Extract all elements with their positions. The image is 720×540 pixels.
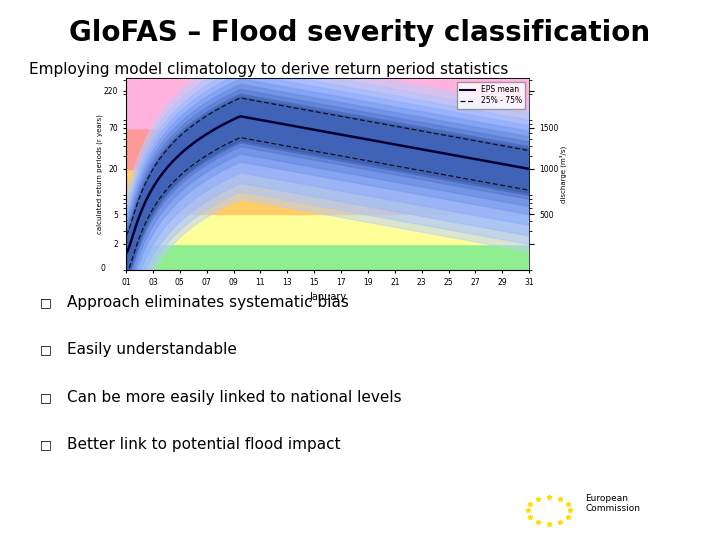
Text: Can be more easily linked to national levels: Can be more easily linked to national le… <box>67 390 402 405</box>
Bar <box>126 244 529 270</box>
Text: 0: 0 <box>101 264 106 273</box>
Y-axis label: calculated return periods (r years): calculated return periods (r years) <box>96 114 102 234</box>
X-axis label: January: January <box>309 292 346 302</box>
Text: European
Commission: European Commission <box>585 494 640 513</box>
Text: Better link to potential flood impact: Better link to potential flood impact <box>67 437 341 453</box>
Text: Easily understandable: Easily understandable <box>67 342 237 357</box>
Text: □: □ <box>40 296 51 309</box>
Bar <box>126 78 529 128</box>
Bar <box>126 80 529 128</box>
Bar <box>126 169 529 214</box>
Text: GloFAS – Flood severity classification: GloFAS – Flood severity classification <box>69 19 651 47</box>
Text: Employing model climatology to derive return period statistics: Employing model climatology to derive re… <box>29 62 508 77</box>
Bar <box>126 214 529 244</box>
Y-axis label: discharge (m³/s): discharge (m³/s) <box>559 145 567 203</box>
Bar <box>126 128 529 169</box>
Text: □: □ <box>40 343 51 356</box>
Text: □: □ <box>40 438 51 451</box>
Text: Approach eliminates systematic bias: Approach eliminates systematic bias <box>67 295 348 310</box>
Text: □: □ <box>40 391 51 404</box>
Legend: EPS mean, 25% - 75%: EPS mean, 25% - 75% <box>456 82 526 109</box>
